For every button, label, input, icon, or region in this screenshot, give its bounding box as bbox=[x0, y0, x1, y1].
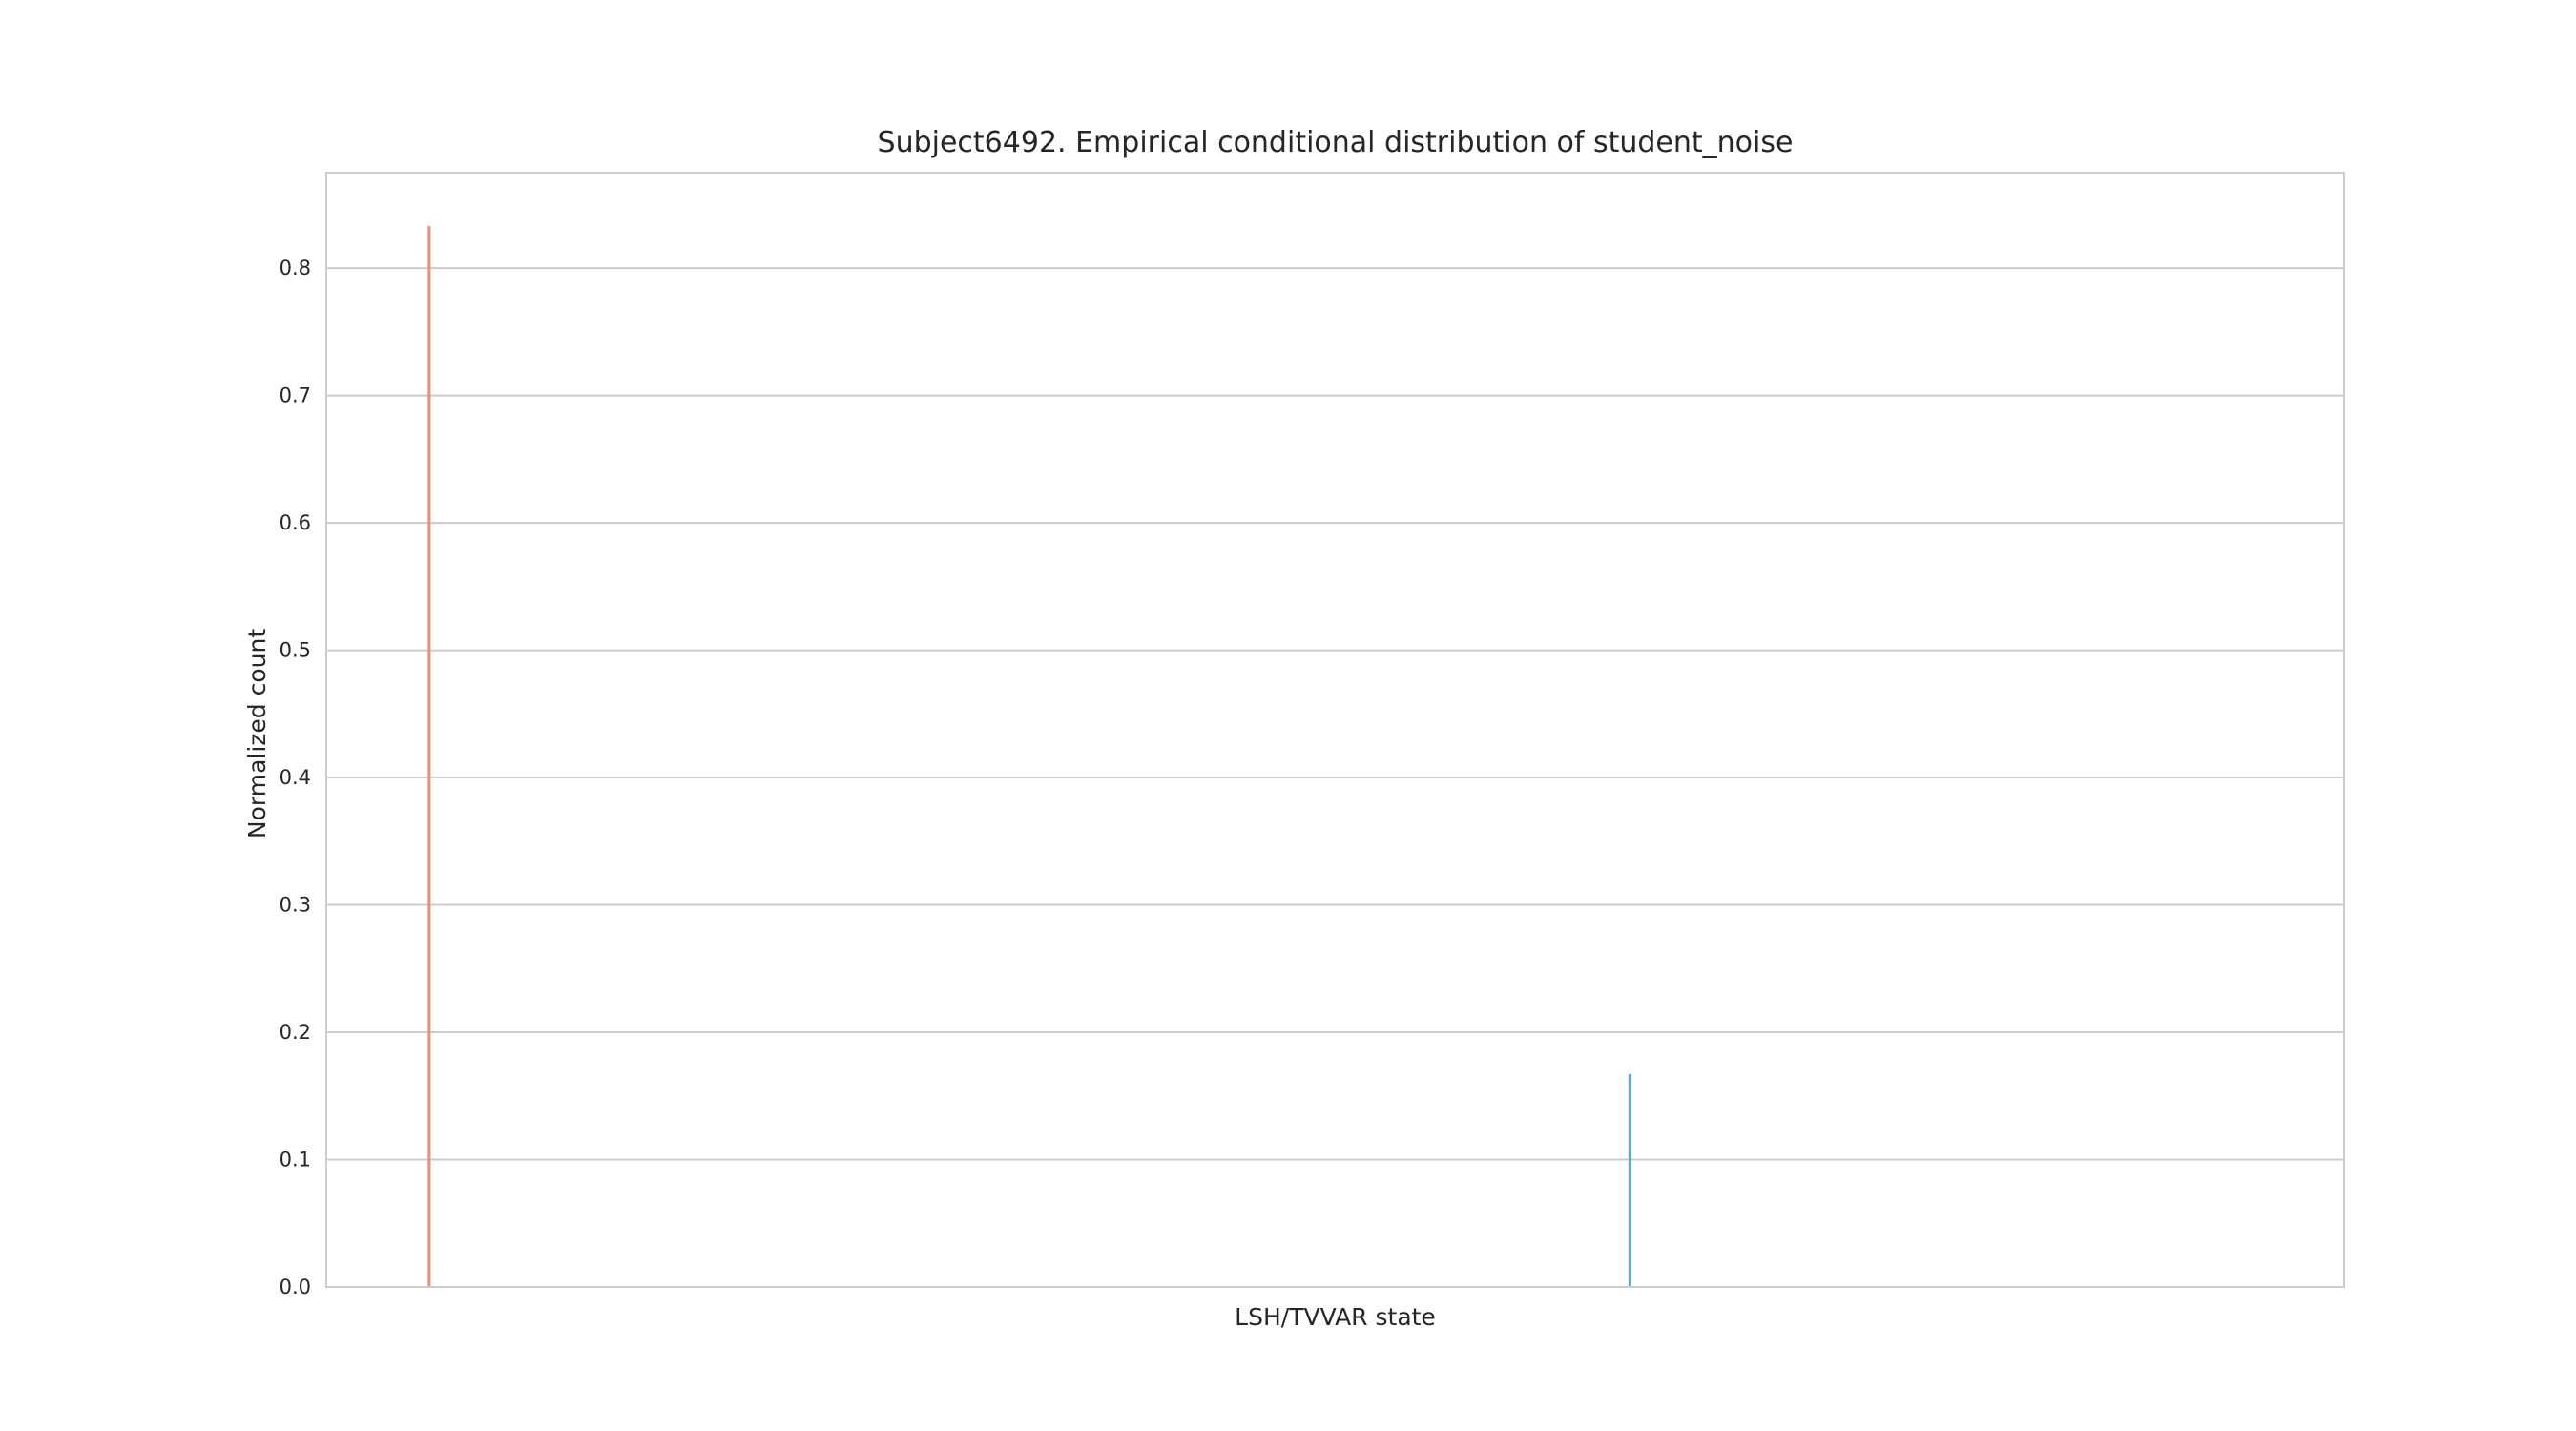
y-tick-label: 0.5 bbox=[280, 639, 311, 662]
y-tick-label: 0.8 bbox=[280, 257, 311, 280]
y-tick-label: 0.3 bbox=[280, 894, 311, 917]
bars bbox=[427, 226, 1631, 1288]
bar bbox=[1628, 1074, 1631, 1287]
y-tick-labels: 0.0 0.1 0.2 0.3 0.4 0.5 0.6 0.7 0.8 bbox=[280, 257, 311, 1298]
gridlines bbox=[326, 267, 2344, 1288]
bar bbox=[427, 226, 431, 1288]
y-tick-label: 0.1 bbox=[280, 1149, 311, 1172]
y-tick-label: 0.6 bbox=[280, 511, 311, 534]
y-tick-label: 0.0 bbox=[280, 1275, 311, 1298]
y-tick-label: 0.4 bbox=[280, 766, 311, 789]
y-axis-label: Normalized count bbox=[243, 629, 271, 839]
x-axis-label: LSH/TVVAR state bbox=[1235, 1303, 1436, 1331]
y-tick-label: 0.2 bbox=[280, 1021, 311, 1044]
y-tick-label: 0.7 bbox=[280, 384, 311, 407]
chart-title: Subject6492. Empirical conditional distr… bbox=[878, 126, 1794, 159]
plot-frame bbox=[325, 172, 2345, 1288]
